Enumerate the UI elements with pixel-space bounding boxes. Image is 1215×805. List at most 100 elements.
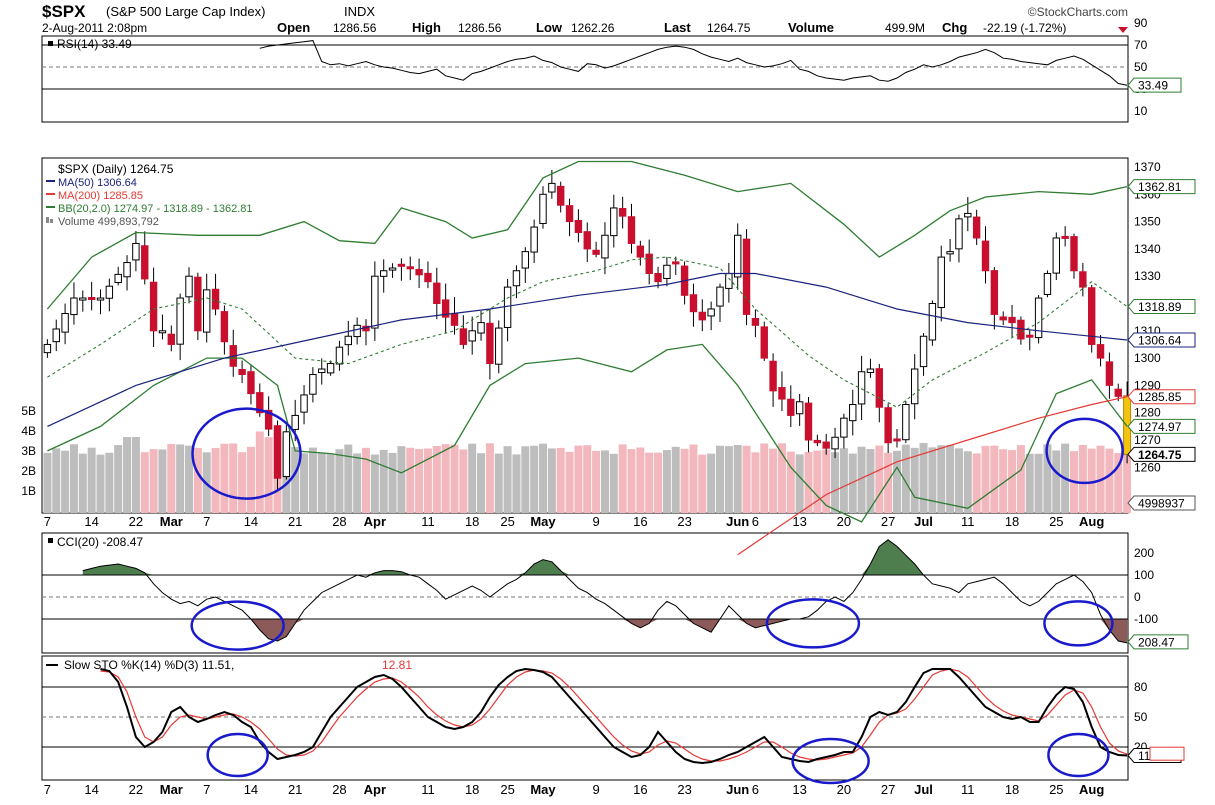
candle-body xyxy=(937,256,945,309)
candle-body xyxy=(459,328,468,345)
price-legend: $SPX (Daily) 1264.75 MA(50) 1306.64 MA(2… xyxy=(46,162,252,228)
volume-bar xyxy=(441,444,450,513)
candle-body xyxy=(282,431,291,478)
volume-bar xyxy=(193,448,202,513)
stoch-k-line xyxy=(100,667,1128,765)
bb-mid-line xyxy=(47,256,1128,408)
candle-body xyxy=(194,276,202,332)
stoch-x-axis-label: 20 xyxy=(837,782,851,797)
price-x-axis-label: 11 xyxy=(421,514,435,529)
volume-bar xyxy=(999,449,1008,513)
price-x-axis-label: Jul xyxy=(914,514,933,529)
price-tick-label: 1340 xyxy=(1134,242,1161,256)
bb-mid-badge: 1318.89 xyxy=(1138,300,1182,314)
open-label: Open xyxy=(277,20,310,35)
stoch-x-axis-label: Aug xyxy=(1079,782,1104,797)
candle-body xyxy=(326,363,335,374)
price-x-axis-label: 6 xyxy=(752,514,759,529)
candle-body xyxy=(1114,388,1122,397)
stoch-x-axis-label: 16 xyxy=(633,782,647,797)
volume-bar xyxy=(804,451,813,513)
candle-body xyxy=(751,317,760,326)
volume-bar xyxy=(972,453,981,513)
volume-bar xyxy=(662,450,671,513)
candle-body xyxy=(689,294,698,313)
candle-body xyxy=(203,289,211,333)
price-circle-march xyxy=(191,407,302,500)
volume-bar xyxy=(1078,445,1087,513)
volume-bar xyxy=(777,443,786,513)
volume-bar xyxy=(680,448,689,513)
candle-body xyxy=(495,327,503,365)
cci-tick-label: 200 xyxy=(1134,546,1154,560)
candle-body xyxy=(672,261,680,265)
price-x-axis-label: 25 xyxy=(1049,514,1063,529)
candle-body xyxy=(300,394,308,413)
price-x-axis-label: 7 xyxy=(44,514,51,529)
candle-body xyxy=(698,311,706,321)
bb-upper-badge-frame xyxy=(1127,179,1196,195)
candle-body xyxy=(256,392,264,414)
candle-body xyxy=(433,282,441,305)
candle-body xyxy=(123,262,131,278)
volume-bar xyxy=(1034,453,1043,513)
cci-line xyxy=(82,539,1128,644)
volume-bar xyxy=(43,452,52,513)
candle-body xyxy=(601,234,609,259)
candle-body xyxy=(813,439,822,444)
price-x-axis-label: 16 xyxy=(633,514,647,529)
stoch-circle-march xyxy=(206,732,269,778)
price-x-axis-label: 11 xyxy=(961,514,975,529)
legend-spx: $SPX (Daily) 1264.75 xyxy=(58,162,174,176)
stoch-x-axis-label: 9 xyxy=(592,782,599,797)
rsi-tick-label: 70 xyxy=(1134,38,1148,52)
cci-circle-march xyxy=(190,600,285,651)
ma200-badge-frame xyxy=(1127,389,1196,405)
volume-bar xyxy=(609,453,618,513)
bb-upper-badge: 1362.81 xyxy=(1138,180,1182,194)
chart-header: $SPX (S&P 500 Large Cap Index) INDX ©Sto… xyxy=(42,2,1128,35)
volume-bar xyxy=(521,446,530,513)
candle-body xyxy=(725,272,733,289)
volume-bar xyxy=(760,443,769,513)
candle-body xyxy=(1088,287,1096,345)
volume-bar xyxy=(503,446,512,513)
candle-body xyxy=(1043,272,1052,295)
price-x-axis-label: 25 xyxy=(500,514,514,529)
candle-body xyxy=(309,373,317,395)
candle-body xyxy=(450,312,459,326)
last-price-badge: 1264.75 xyxy=(1138,448,1182,462)
candle-body xyxy=(911,368,919,405)
stoch-legend-d: 12.81 xyxy=(382,658,412,672)
volume-bar xyxy=(875,445,884,513)
volume-bar xyxy=(167,443,176,513)
candle-body xyxy=(185,275,193,298)
candle-body xyxy=(149,281,158,332)
volume-bar xyxy=(769,448,778,513)
candle-body xyxy=(884,407,892,444)
volume-bar xyxy=(627,449,636,513)
candle-body xyxy=(778,387,786,400)
stoch-x-axis-label: 6 xyxy=(752,782,759,797)
volume-bar xyxy=(981,445,990,513)
volume-bar xyxy=(388,452,397,513)
volume-bar xyxy=(813,450,822,513)
volume-bar xyxy=(831,452,840,513)
candle-body xyxy=(512,270,521,287)
candle-body xyxy=(592,249,600,255)
volume-bar xyxy=(176,444,185,513)
candle-body xyxy=(1105,361,1114,386)
candle-body xyxy=(565,205,574,223)
candle-body xyxy=(1008,316,1016,324)
volume-bar xyxy=(123,437,132,513)
volume-bar xyxy=(857,446,866,513)
cci-legend-text: CCI(20) -208.47 xyxy=(57,535,143,549)
candle-body xyxy=(849,404,857,422)
candle-body xyxy=(548,182,556,193)
stoch-x-axis-label: 23 xyxy=(677,782,691,797)
volume-bar xyxy=(636,447,645,513)
volume-bar xyxy=(742,445,751,513)
volume-badge-frame xyxy=(1127,495,1196,511)
price-x-axis-label: 23 xyxy=(677,514,691,529)
cci-panel xyxy=(41,532,1129,654)
